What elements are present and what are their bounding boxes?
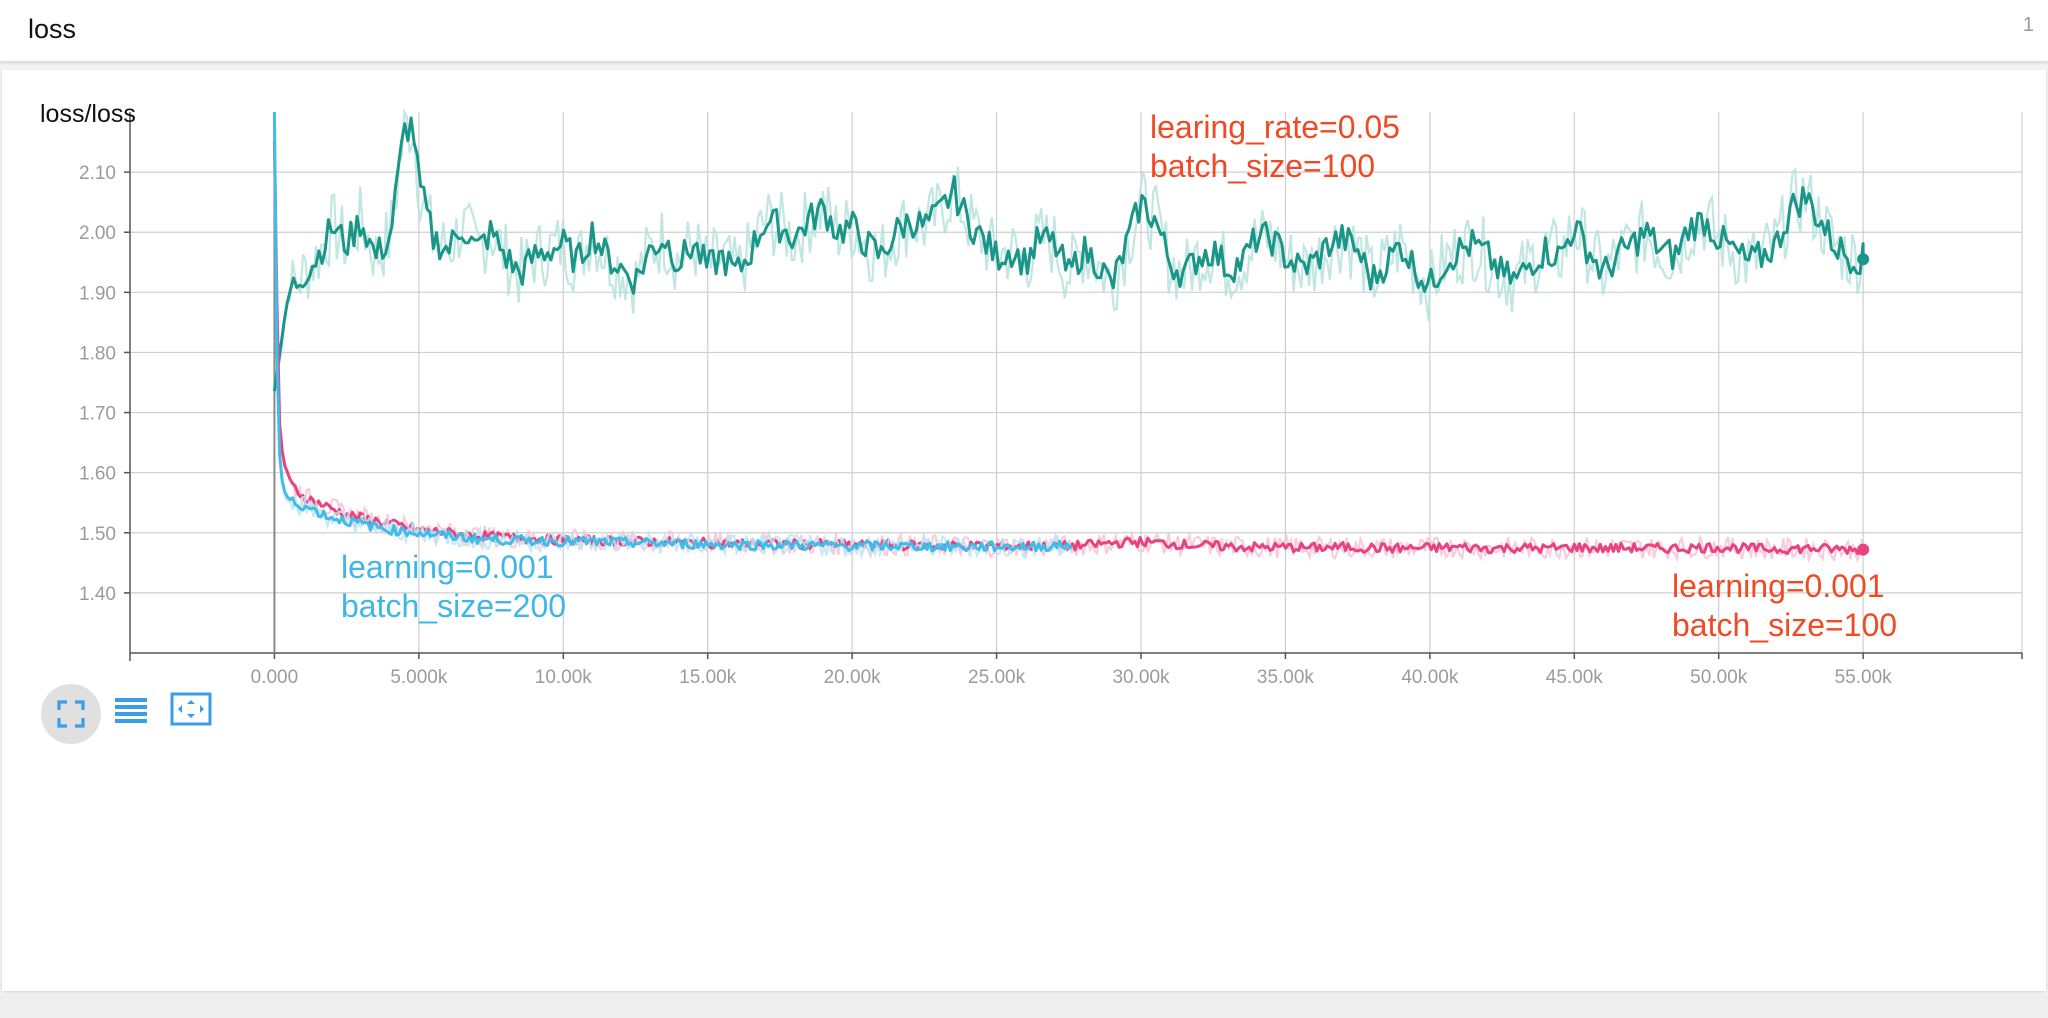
series-layer: [272, 107, 1870, 564]
chart-annotation: batch_size=100: [1150, 148, 1375, 184]
chart-grid: [130, 112, 2023, 653]
expand-button[interactable]: [41, 684, 101, 744]
chart-annotation: learning=0.001: [341, 549, 554, 585]
annotation-layer: learing_rate=0.05batch_size=100learning=…: [341, 109, 1897, 643]
y-tick-label: 1.80: [79, 343, 116, 364]
x-tick-label: 50.00k: [1690, 667, 1748, 688]
chart-annotation: batch_size=100: [1672, 607, 1897, 643]
y-tick-label: 1.90: [79, 283, 116, 304]
y-tick-label: 2.00: [79, 223, 116, 244]
series-end-marker: [1857, 253, 1870, 266]
fullscreen-icon: [57, 700, 85, 728]
series-line: [272, 141, 1865, 556]
bottom-strip: [0, 995, 2048, 1018]
data-table-button[interactable]: [110, 690, 158, 738]
series-raw-line: [273, 107, 1864, 389]
tag-count: 1: [2022, 14, 2034, 36]
x-tick-label: 15.00k: [679, 667, 737, 688]
chart-title: loss/loss: [40, 100, 136, 128]
fit-to-data-icon: [170, 692, 212, 726]
x-tick-label: 45.00k: [1546, 667, 1604, 688]
series-end-marker: [1857, 543, 1870, 556]
x-tick-label: 10.00k: [535, 667, 593, 688]
series-line: [272, 116, 1865, 392]
chart-card: 1.40 1.50 1.60 1.70 1.80 1.90 2.00 2.10 0.000 5.0…: [2, 70, 2046, 991]
x-tick-label: 0.000: [251, 667, 299, 688]
fit-domain-button[interactable]: [168, 688, 216, 736]
x-tick-label: 55.00k: [1835, 667, 1893, 688]
y-tick-label: 2.10: [79, 163, 116, 184]
lines-icon: [115, 698, 147, 723]
y-tick-label: 1.40: [79, 584, 116, 605]
chart-axes: 1.40 1.50 1.60 1.70 1.80 1.90 2.00 2.10 0.000 5.0…: [79, 112, 2023, 688]
y-tick-label: 1.70: [79, 404, 116, 425]
x-tick-label: 30.00k: [1112, 667, 1170, 688]
series-line: [272, 112, 1073, 553]
x-tick-label: 20.00k: [824, 667, 882, 688]
y-tick-label: 1.60: [79, 464, 116, 485]
tag-title: loss: [28, 14, 77, 44]
y-tick-label: 1.50: [79, 524, 116, 545]
chart-annotation: learning=0.001: [1672, 568, 1885, 604]
x-tick-label: 40.00k: [1401, 667, 1459, 688]
chart-annotation: learing_rate=0.05: [1150, 109, 1400, 145]
x-tick-label: 25.00k: [968, 667, 1026, 688]
loss-chart: 1.40 1.50 1.60 1.70 1.80 1.90 2.00 2.10 0.000 5.0…: [79, 107, 2023, 688]
chart-annotation: batch_size=200: [341, 588, 566, 624]
run-header: loss 1: [0, 0, 2048, 62]
x-tick-label: 35.00k: [1257, 667, 1315, 688]
series-raw-line: [273, 141, 1864, 564]
x-tick-label: 5.000k: [390, 667, 448, 688]
